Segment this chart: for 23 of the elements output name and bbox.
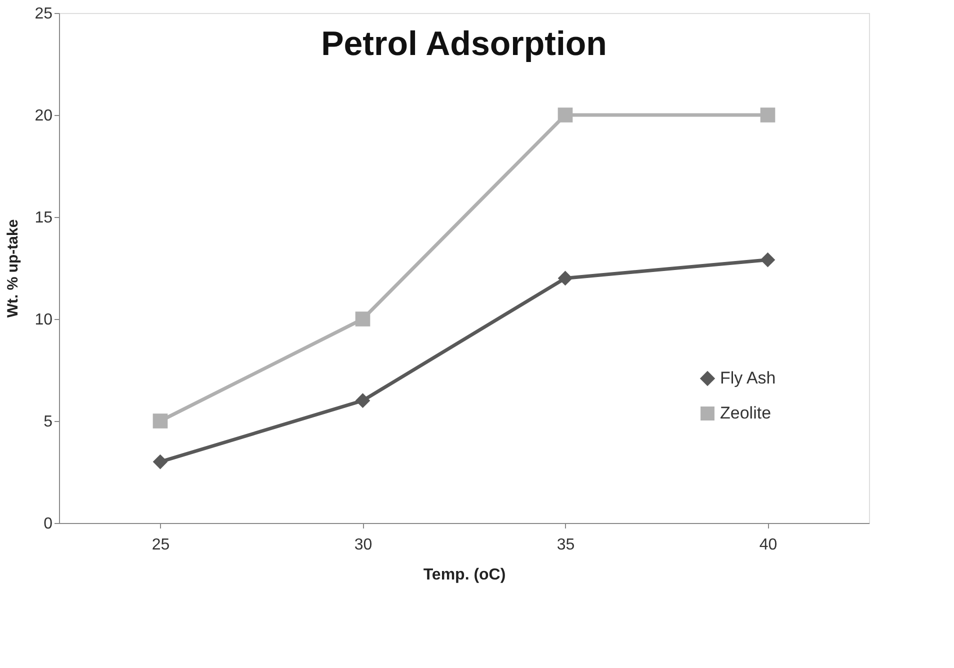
point xyxy=(558,108,573,122)
y-tick-label: 20 xyxy=(34,108,53,124)
point xyxy=(760,252,776,268)
point xyxy=(558,270,573,286)
x-axis-title: Temp. (oC) xyxy=(423,566,506,584)
point xyxy=(152,454,168,470)
point xyxy=(355,393,370,408)
y-tick-label: 15 xyxy=(34,210,53,226)
chart-title: Petrol Adsorption xyxy=(321,25,607,63)
legend-label: Zeolite xyxy=(720,404,772,422)
point xyxy=(152,414,168,428)
legend-label: Fly Ash xyxy=(720,368,776,388)
x-tick-label: 35 xyxy=(556,536,575,554)
x-tick-label: 25 xyxy=(152,536,170,554)
y-tick-label: 0 xyxy=(44,516,53,532)
point xyxy=(355,312,370,326)
y-tick-label: 10 xyxy=(34,312,53,328)
y-tick-label: 5 xyxy=(44,414,53,430)
y-axis-title: Wt. % up-take xyxy=(4,219,22,318)
x-tick-label: 40 xyxy=(759,536,778,554)
x-tick-label: 30 xyxy=(354,536,372,554)
y-tick-label: 25 xyxy=(34,6,53,22)
point xyxy=(760,108,776,122)
